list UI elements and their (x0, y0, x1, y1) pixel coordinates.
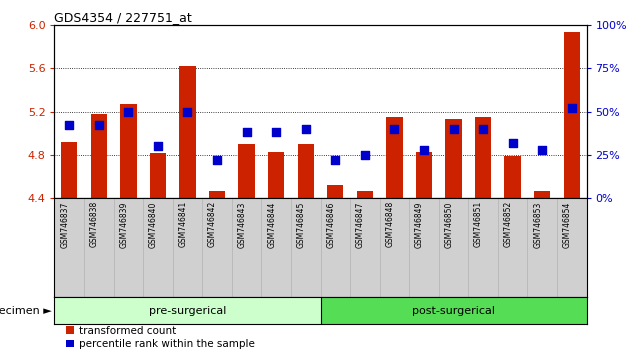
Text: GSM746850: GSM746850 (444, 201, 453, 247)
Point (537, 147, 547, 153)
Bar (356, 191, 373, 198)
Text: GSM746843: GSM746843 (238, 201, 247, 247)
Point (478, 126, 488, 132)
Text: GSM746838: GSM746838 (90, 201, 99, 247)
Point (271, 130, 281, 135)
Text: GSM746852: GSM746852 (504, 201, 513, 247)
Point (567, 105, 577, 111)
Point (153, 143, 163, 149)
Bar (150, 153, 166, 198)
Text: GSM746846: GSM746846 (326, 201, 335, 247)
Text: GSM746853: GSM746853 (533, 201, 542, 247)
Text: GSM746851: GSM746851 (474, 201, 483, 247)
Bar (209, 191, 225, 198)
Text: GSM746849: GSM746849 (415, 201, 424, 247)
Bar (320, 297, 587, 324)
Point (330, 157, 340, 163)
Text: GSM746839: GSM746839 (119, 201, 128, 247)
Text: GSM746848: GSM746848 (385, 201, 394, 247)
Legend: transformed count, percentile rank within the sample: transformed count, percentile rank withi… (66, 326, 254, 349)
Text: GSM746837: GSM746837 (60, 201, 69, 247)
Bar (238, 144, 254, 198)
Text: GSM746842: GSM746842 (208, 201, 217, 247)
Bar (54, 297, 320, 324)
Point (94, 122, 104, 128)
Text: GSM746847: GSM746847 (356, 201, 365, 247)
Text: specimen ►: specimen ► (0, 306, 51, 316)
Bar (327, 185, 344, 198)
Text: GSM746841: GSM746841 (178, 201, 188, 247)
Point (419, 147, 429, 153)
Bar (121, 104, 137, 198)
Text: GDS4354 / 227751_at: GDS4354 / 227751_at (54, 11, 192, 24)
Point (389, 126, 399, 132)
Bar (475, 117, 491, 198)
Text: GSM746845: GSM746845 (297, 201, 306, 247)
Point (212, 157, 222, 163)
Bar (387, 117, 403, 198)
Bar (179, 66, 196, 198)
Bar (90, 114, 107, 198)
Point (448, 126, 458, 132)
Point (242, 130, 252, 135)
Bar (534, 191, 551, 198)
Text: pre-surgerical: pre-surgerical (149, 306, 226, 316)
Point (64, 122, 74, 128)
Point (183, 109, 193, 114)
Text: post-surgerical: post-surgerical (412, 306, 495, 316)
Point (123, 109, 133, 114)
Bar (268, 152, 285, 198)
Text: GSM746844: GSM746844 (267, 201, 276, 247)
Bar (563, 32, 580, 198)
Point (508, 140, 518, 145)
Bar (61, 142, 78, 198)
Bar (297, 144, 314, 198)
Bar (504, 156, 520, 198)
Bar (416, 152, 432, 198)
Bar (445, 119, 462, 198)
Point (360, 152, 370, 158)
Text: GSM746840: GSM746840 (149, 201, 158, 247)
Text: GSM746854: GSM746854 (563, 201, 572, 247)
Point (301, 126, 311, 132)
